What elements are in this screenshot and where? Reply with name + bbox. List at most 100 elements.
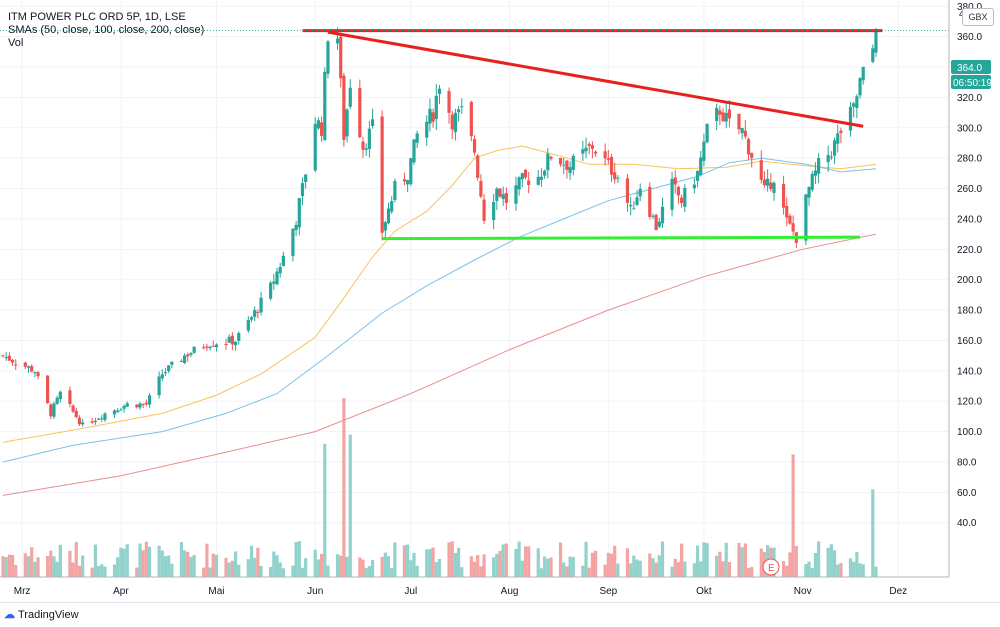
volume-bar: [829, 544, 833, 577]
candle-up: [335, 38, 340, 44]
candle-up: [278, 266, 282, 274]
candle-up: [409, 158, 413, 185]
volume-bar: [71, 562, 75, 577]
candle-down: [402, 179, 407, 182]
volume-bar: [46, 555, 50, 577]
volume-bar: [55, 561, 59, 577]
volume-bar: [571, 557, 575, 577]
volume-bar: [817, 541, 821, 577]
volume-bar: [635, 559, 639, 577]
volume-bar: [673, 558, 677, 577]
candle-down: [450, 114, 454, 130]
candle-up: [208, 346, 212, 349]
candle-up: [275, 271, 279, 285]
descending-trendline[interactable]: [327, 30, 864, 128]
chart-canvas[interactable]: 40.0 60.0 80.0 100.0 120.0 140.0 160.0 180.0 200…: [0, 0, 1000, 602]
candle-down: [762, 179, 767, 186]
volume-bar: [743, 543, 747, 577]
volume-bar: [300, 567, 305, 577]
x-tick-label: Mrz: [14, 586, 31, 597]
volume-bar: [26, 556, 31, 577]
x-tick-label: Apr: [113, 586, 129, 597]
volume-bar: [202, 567, 206, 577]
candle-down: [90, 421, 94, 423]
candle-up: [571, 155, 575, 170]
y-tick-label: 380.0: [957, 2, 982, 13]
currency-badge[interactable]: GBX: [962, 8, 994, 26]
volume-bar: [103, 566, 107, 577]
sma-legend[interactable]: SMAs (50, close, 100, close, 200, close): [8, 24, 205, 36]
volume-bar: [584, 541, 588, 577]
volume-bar: [482, 554, 486, 577]
volume-bar: [695, 545, 700, 577]
candle-up: [393, 181, 397, 201]
volume-bar: [208, 567, 212, 577]
candle-down: [654, 214, 658, 231]
candle-down: [625, 178, 630, 203]
candle-up: [415, 133, 419, 143]
candle-up: [670, 178, 674, 210]
candle-up: [683, 188, 687, 207]
volume-bar: [785, 565, 789, 577]
candle-down: [135, 404, 139, 408]
candle-up: [699, 157, 703, 176]
volume-bar: [122, 548, 126, 577]
candle-down: [648, 186, 652, 217]
candle-down: [785, 205, 789, 218]
volume-bar: [492, 557, 496, 577]
y-tick-label: 160.0: [957, 336, 982, 347]
volume-bar: [740, 547, 744, 577]
candle-up: [434, 95, 438, 120]
volume-bar: [119, 547, 123, 577]
volume-bar: [186, 551, 190, 577]
svg-text:06:50:19: 06:50:19: [953, 78, 992, 89]
volume-bar: [370, 560, 375, 577]
candle-down: [68, 390, 72, 404]
volume-bar: [683, 561, 687, 577]
candle-down: [358, 88, 362, 138]
volume-bar: [724, 542, 728, 577]
volume-bar: [606, 552, 610, 577]
volume-bar: [281, 568, 285, 577]
y-tick-label: 100.0: [957, 427, 982, 438]
tradingview-cloud-icon: ☁: [4, 609, 15, 621]
tradingview-logo[interactable]: ☁ TradingView: [4, 608, 79, 621]
volume-bar: [402, 545, 407, 577]
volume-bar: [157, 545, 161, 577]
volume-bar: [358, 557, 362, 577]
volume-bar: [501, 544, 505, 577]
volume-bar: [676, 562, 681, 577]
candle-up: [740, 127, 744, 134]
x-tick-label: Sep: [599, 586, 617, 597]
y-tick-label: 180.0: [957, 306, 982, 317]
candle-up: [453, 112, 458, 133]
support-trendline[interactable]: [382, 235, 861, 241]
candle-up: [804, 194, 808, 241]
volume-bar: [163, 556, 168, 577]
volume-bar: [702, 542, 706, 577]
candle-down: [476, 155, 480, 178]
candle-down: [1, 355, 5, 357]
candle-up: [810, 173, 814, 190]
candle-up: [55, 397, 59, 404]
candle-down: [74, 410, 78, 418]
volume-bar: [562, 562, 566, 577]
volume-bar: [259, 565, 263, 577]
candle-up: [269, 282, 273, 299]
volume-bar: [167, 555, 171, 577]
candle-up: [836, 133, 840, 144]
y-tick-label: 80.0: [957, 457, 977, 468]
volume-bar: [205, 543, 209, 577]
volume-bar: [383, 552, 387, 577]
volume-bar: [543, 556, 547, 577]
volume-bar: [96, 566, 101, 577]
candle-down: [469, 101, 473, 137]
earnings-event-marker[interactable]: E: [762, 558, 780, 576]
volume-bar: [593, 550, 598, 577]
volume-bar: [313, 549, 317, 577]
candle-up: [848, 106, 853, 131]
candle-up: [517, 177, 521, 190]
candle-up: [192, 346, 196, 353]
volume-legend[interactable]: Vol: [8, 37, 24, 49]
